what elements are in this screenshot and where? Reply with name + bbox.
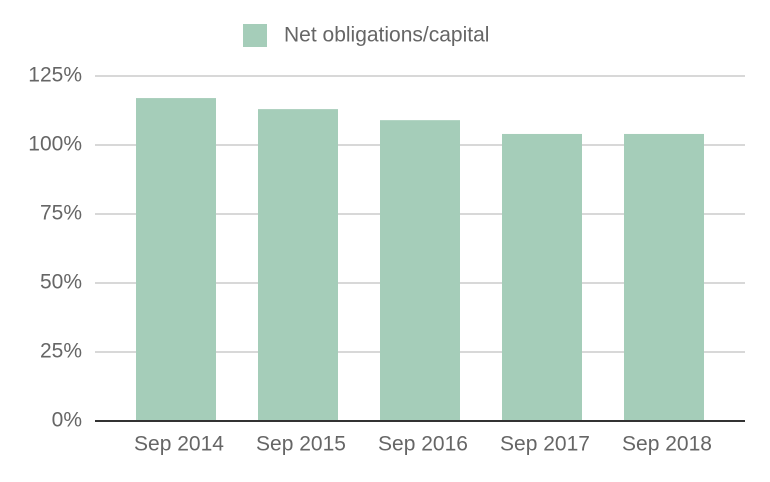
legend-swatch xyxy=(243,24,267,47)
y-tick-label: 50% xyxy=(40,271,82,294)
x-tick-label: Sep 2017 xyxy=(500,433,590,456)
bar xyxy=(380,120,460,421)
bar xyxy=(258,109,338,422)
bar xyxy=(136,98,216,421)
y-tick-label: 100% xyxy=(28,133,82,156)
bar xyxy=(502,133,582,421)
bar xyxy=(624,133,704,421)
y-tick-label: 25% xyxy=(40,340,82,363)
legend-label: Net obligations/capital xyxy=(284,24,489,47)
x-tick-label: Sep 2016 xyxy=(378,433,468,456)
y-tick-label: 0% xyxy=(52,409,82,432)
y-tick-label: 125% xyxy=(28,64,82,87)
x-tick-label: Sep 2018 xyxy=(622,433,712,456)
x-tick-label: Sep 2015 xyxy=(256,433,346,456)
y-tick-label: 75% xyxy=(40,202,82,225)
x-tick-label: Sep 2014 xyxy=(134,433,224,456)
